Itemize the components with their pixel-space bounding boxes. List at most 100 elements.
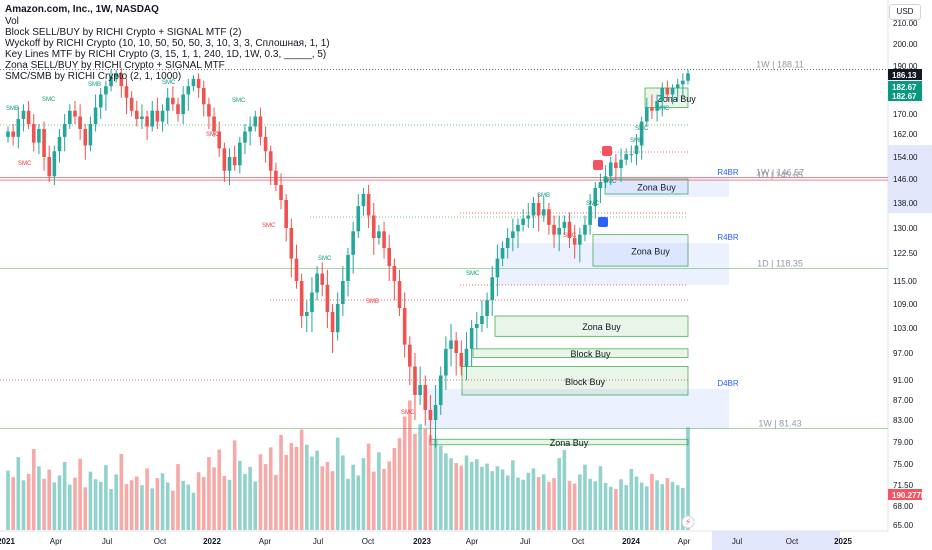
smc-label: SMC <box>466 271 480 277</box>
volume-bar <box>26 473 31 530</box>
candle-body <box>83 129 88 146</box>
indicator-legend-keylines[interactable]: Key Lines MTF by RICHI Crypto (3, 15, 1,… <box>5 49 327 60</box>
candle-body <box>109 77 113 87</box>
time-tick-label: Jul <box>520 537 530 546</box>
volume-bar <box>500 469 505 530</box>
region-label: R4BR <box>717 168 739 177</box>
candle-body <box>413 366 417 395</box>
candle-body <box>660 88 665 101</box>
smc-label: SMB <box>88 82 101 88</box>
candle-body <box>212 116 216 132</box>
volume-bar <box>387 461 392 530</box>
candle-body <box>150 110 155 127</box>
price-label: 182.67 <box>892 83 917 92</box>
candle-body <box>263 136 268 152</box>
volume-bar <box>377 452 381 530</box>
candle-body <box>433 405 438 420</box>
volume-bar <box>268 447 273 530</box>
indicator-legend-wyckoff[interactable]: Wyckoff by RICHI Crypto (10, 10, 50, 50,… <box>5 38 330 49</box>
volume-bar <box>392 447 397 530</box>
smc-label: SMC <box>262 223 276 229</box>
volume-legend[interactable]: Vol <box>5 16 19 27</box>
candle-body <box>73 110 77 117</box>
price-label: 186.13 <box>892 71 917 80</box>
candle-body <box>232 157 237 166</box>
candle-body <box>536 203 541 216</box>
indicator-legend-zona[interactable]: Zona SELL/BUY by RICHI Crypto + SIGNAL M… <box>5 60 225 71</box>
candle-body <box>238 142 242 166</box>
key-level-label: 1D | 145.65 <box>757 170 803 180</box>
smc-label: SMC <box>318 256 332 262</box>
candle-body <box>377 231 381 238</box>
volume-bar <box>608 486 613 530</box>
volume-bar <box>315 450 319 530</box>
candle-body <box>402 308 407 345</box>
candle-body <box>243 131 247 143</box>
price-label: 190.277M <box>892 491 928 500</box>
volume-bar <box>212 467 216 530</box>
smc-label: SMB <box>630 138 643 144</box>
price-tick-label: 210.00 <box>893 19 918 28</box>
candle-body <box>634 145 639 155</box>
volume-bar <box>134 476 139 530</box>
smc-label: SMC <box>603 179 617 185</box>
candle-body <box>155 110 160 122</box>
volume-bar <box>16 457 21 530</box>
indicator-legend-block[interactable]: Block SELL/BUY by RICHI Crypto + SIGNAL … <box>5 27 242 38</box>
volume-bar <box>351 464 355 530</box>
volume-bar <box>78 458 82 530</box>
volume-bar <box>644 486 649 530</box>
volume-bar <box>459 465 464 530</box>
smc-label: SMC <box>232 98 246 104</box>
volume-bar <box>531 468 536 530</box>
candle-body <box>500 248 505 259</box>
candle-body <box>567 221 572 238</box>
price-tick-label: 115.00 <box>893 277 917 286</box>
volume-bar <box>557 458 562 530</box>
volume-bar <box>320 466 325 530</box>
candle-body <box>670 88 675 95</box>
candle-body <box>397 281 402 308</box>
zone-box <box>461 366 689 396</box>
candle-body <box>516 224 520 232</box>
time-tick-label: 2023 <box>413 537 431 546</box>
candle-body <box>490 277 495 301</box>
candle-body <box>119 73 124 87</box>
region-box <box>497 243 729 285</box>
candle-body <box>26 110 31 124</box>
zone-box <box>472 348 689 358</box>
candle-body <box>624 154 628 160</box>
price-tick-label: 79.00 <box>893 438 914 447</box>
candle-body <box>438 375 443 405</box>
candle-body <box>644 107 649 122</box>
volume-bar <box>304 444 309 530</box>
key-level-label: 1D | 118.35 <box>757 258 803 268</box>
candle-body <box>165 97 170 111</box>
candle-body <box>78 116 82 129</box>
volume-bar <box>660 484 665 530</box>
candle-body <box>495 258 500 278</box>
volume-bar <box>361 458 366 530</box>
price-tick-label: 200.00 <box>893 40 918 49</box>
candle-body <box>356 206 361 232</box>
candle-body <box>428 410 433 420</box>
volume-bar <box>583 464 587 530</box>
volume-bar <box>176 464 180 530</box>
volume-bar <box>284 454 288 530</box>
lightning-icon[interactable] <box>681 515 695 529</box>
candle-body <box>454 340 458 353</box>
currency-button[interactable]: USD <box>889 4 921 20</box>
volume-bar <box>346 478 350 530</box>
indicator-legend-smc[interactable]: SMC/SMB by RICHI Crypto (2, 1, 1000) <box>5 71 182 82</box>
smc-label: SMC <box>563 233 577 239</box>
candle-body <box>387 248 392 267</box>
volume-bar <box>541 474 546 530</box>
volume-bar <box>31 449 36 530</box>
price-tick-label: 75.00 <box>893 460 914 469</box>
volume-bar <box>325 461 330 530</box>
volume-bar <box>454 463 458 530</box>
volume-bar <box>402 416 407 530</box>
region-label: D4BR <box>717 379 739 388</box>
volume-bar <box>263 464 268 530</box>
